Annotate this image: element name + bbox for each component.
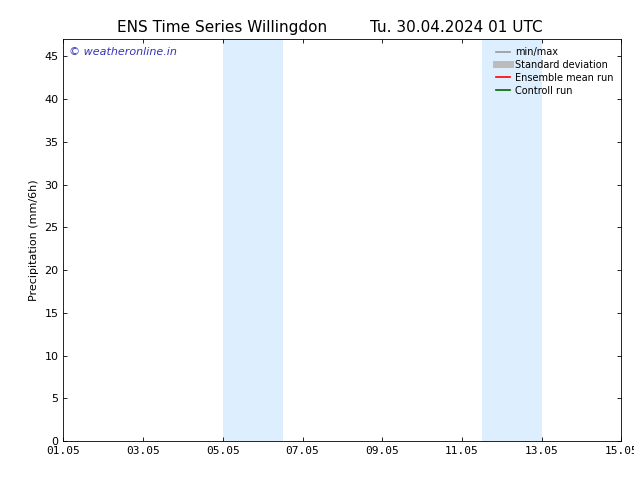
Text: ENS Time Series Willingdon: ENS Time Series Willingdon bbox=[117, 20, 327, 35]
Text: © weatheronline.in: © weatheronline.in bbox=[69, 47, 177, 57]
Legend: min/max, Standard deviation, Ensemble mean run, Controll run: min/max, Standard deviation, Ensemble me… bbox=[493, 44, 616, 98]
Bar bbox=[482, 39, 541, 441]
Y-axis label: Precipitation (mm/6h): Precipitation (mm/6h) bbox=[29, 179, 39, 301]
Bar bbox=[223, 39, 283, 441]
Text: Tu. 30.04.2024 01 UTC: Tu. 30.04.2024 01 UTC bbox=[370, 20, 543, 35]
